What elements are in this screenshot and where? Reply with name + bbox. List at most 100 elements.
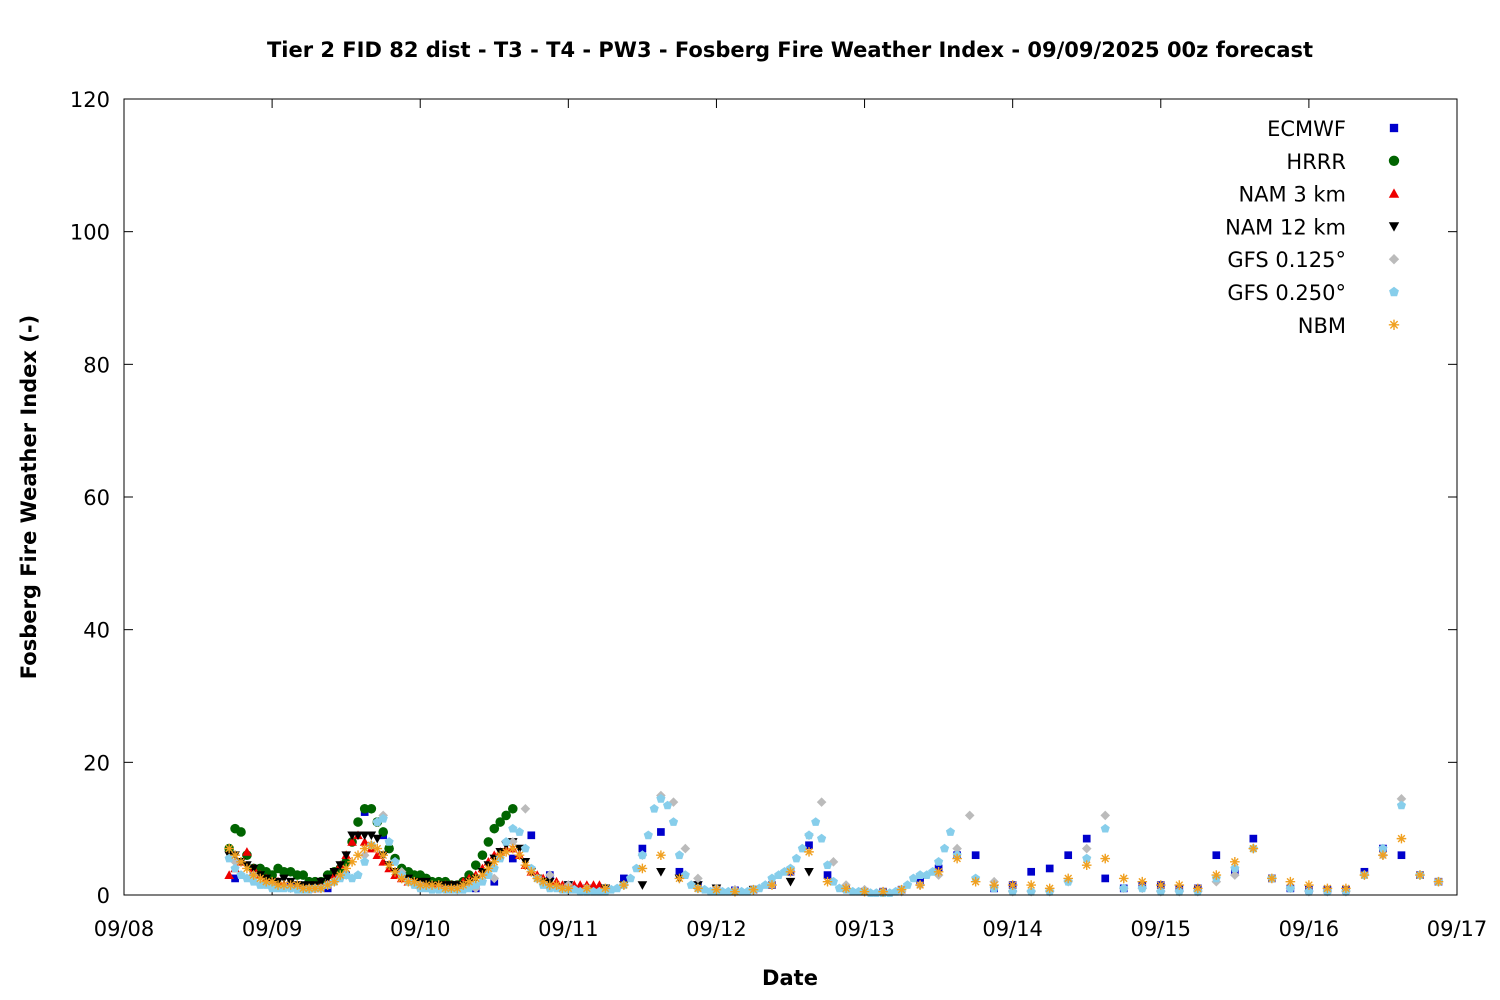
y-tick-label: 60 (83, 486, 110, 510)
data-point (1082, 853, 1092, 863)
data-point (1118, 873, 1129, 884)
data-point (316, 877, 326, 887)
data-point (805, 841, 813, 850)
data-point (341, 851, 351, 860)
data-point (507, 803, 518, 814)
data-point (483, 837, 494, 847)
data-point (730, 886, 740, 897)
data-point (928, 867, 938, 876)
data-point (477, 850, 488, 860)
data-point (255, 873, 266, 884)
data-point (359, 850, 370, 860)
data-point (353, 817, 363, 827)
data-point (236, 857, 246, 867)
data-point (817, 833, 827, 843)
data-point (626, 873, 636, 883)
data-point (279, 874, 289, 884)
data-point (298, 870, 309, 880)
data-point (804, 830, 814, 840)
legend-label: GFS 0.125° (1227, 248, 1346, 272)
data-point (791, 853, 801, 863)
data-point (236, 827, 246, 837)
data-point (545, 870, 555, 880)
data-point (1100, 853, 1111, 864)
data-point (440, 883, 451, 894)
data-point (532, 873, 543, 884)
legend-label: NBM (1298, 314, 1346, 338)
data-point (329, 867, 340, 877)
data-point (680, 843, 691, 854)
data-point (353, 831, 363, 841)
data-point (915, 870, 925, 879)
data-point (298, 883, 309, 894)
x-tick-label: 09/08 (94, 917, 155, 941)
data-point (686, 880, 696, 889)
data-point (915, 880, 925, 890)
data-point (403, 876, 414, 887)
legend-label: GFS 0.250° (1227, 281, 1346, 305)
data-point (526, 866, 537, 877)
y-tick-label: 0 (97, 884, 110, 908)
data-point (347, 857, 357, 867)
data-point (964, 810, 975, 821)
data-point (341, 863, 351, 874)
data-point (737, 886, 747, 896)
data-point (242, 863, 252, 874)
data-point (396, 873, 407, 884)
data-point (674, 850, 684, 860)
data-point (464, 876, 474, 887)
data-point (508, 854, 517, 863)
data-point (1101, 874, 1110, 883)
data-point (1137, 883, 1147, 893)
data-point (273, 880, 283, 890)
data-point (1156, 886, 1166, 896)
x-tick-label: 09/09 (242, 917, 303, 941)
data-point (378, 813, 388, 823)
data-point (285, 880, 296, 890)
data-point (637, 850, 647, 860)
data-point (495, 850, 506, 860)
data-point (366, 803, 377, 814)
data-point (538, 876, 548, 887)
data-point (384, 843, 394, 854)
legend-marker (1388, 254, 1400, 265)
data-point (520, 843, 530, 853)
data-point (785, 866, 796, 877)
axis-ticks: 09/08 09/09 09/10 09/11 09/12 09/13 09/14 09/15… (70, 88, 1487, 941)
data-point (1026, 880, 1036, 890)
data-point (433, 880, 444, 890)
data-point (934, 857, 944, 866)
data-point (1230, 870, 1240, 880)
data-point (637, 881, 648, 890)
x-tick-label: 09/15 (1131, 917, 1192, 941)
data-point (384, 837, 394, 846)
data-point (310, 883, 320, 894)
data-point (359, 831, 370, 841)
data-point (1063, 873, 1074, 884)
data-point (1081, 860, 1092, 870)
data-point (908, 873, 918, 883)
x-tick-label: 09/17 (1427, 917, 1488, 941)
data-point (545, 880, 555, 890)
data-point (1415, 870, 1425, 880)
y-tick-label: 40 (83, 619, 110, 643)
data-point (446, 883, 457, 894)
data-point (508, 823, 518, 833)
data-point (952, 843, 962, 854)
data-point (1285, 876, 1296, 887)
x-tick-label: 09/10 (390, 917, 451, 941)
data-point (638, 844, 647, 853)
legend: ECMWF HRRR NAM 3 km NAM 12 km GFS 0.125° GFS … (1225, 117, 1400, 338)
data-point (575, 886, 585, 896)
data-point (527, 831, 536, 840)
data-point (341, 857, 351, 867)
data-point (409, 876, 420, 887)
data-point (588, 886, 599, 896)
data-point (1230, 863, 1240, 873)
data-point (1211, 870, 1222, 880)
data-point (353, 850, 363, 860)
data-point (649, 804, 659, 813)
data-point (390, 866, 400, 877)
data-point (834, 883, 844, 893)
